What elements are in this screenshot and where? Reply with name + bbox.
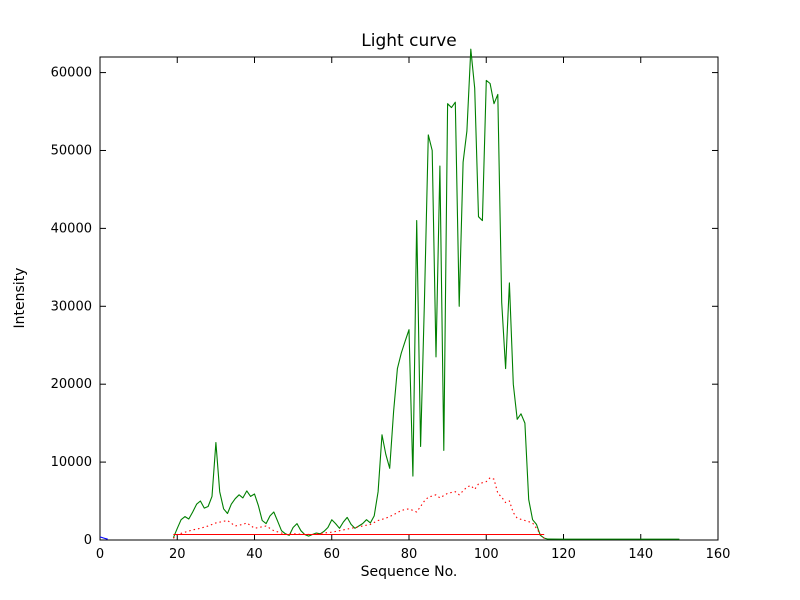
- y-tick-label: 10000: [51, 455, 92, 470]
- x-tick-label: 160: [706, 547, 731, 562]
- y-tick-label: 60000: [51, 66, 92, 81]
- y-tick-label: 20000: [51, 377, 92, 392]
- plot-area: 0 20 40 60 80 100 120 140 160 0 10000 20000 30000 400…: [51, 48, 731, 562]
- x-tick-label: 40: [246, 547, 263, 562]
- chart-title: Light curve: [361, 31, 456, 51]
- axes-frame: [99, 56, 719, 541]
- series-background-intensity-red-dotted: [173, 477, 545, 539]
- series-start-segment-blue-solid: [99, 536, 108, 540]
- x-axis-label: Sequence No.: [361, 564, 458, 580]
- x-tick-label: 80: [401, 547, 418, 562]
- x-tick-label: 0: [96, 547, 104, 562]
- y-tick-label: 30000: [51, 299, 92, 314]
- series-total-intensity-green-solid: [172, 48, 680, 540]
- x-tick-label: 120: [551, 547, 576, 562]
- y-tick-label: 50000: [51, 143, 92, 158]
- x-tick-label: 60: [323, 547, 340, 562]
- x-tick-label: 140: [628, 547, 653, 562]
- y-tick-label: 0: [84, 533, 92, 548]
- y-tick-label: 40000: [51, 221, 92, 236]
- y-axis-label: Intensity: [12, 268, 28, 329]
- x-tick-label: 100: [474, 547, 499, 562]
- x-tick-label: 20: [169, 547, 186, 562]
